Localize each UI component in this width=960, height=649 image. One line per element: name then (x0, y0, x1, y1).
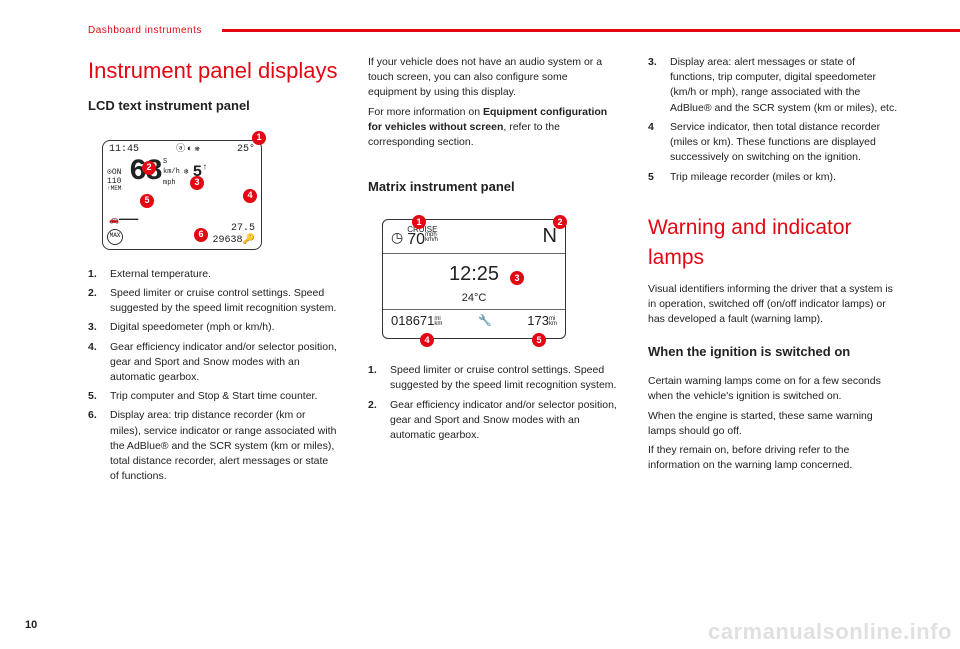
section-label: Dashboard instruments (88, 25, 202, 36)
ignition-para-2: When the engine is started, these same w… (648, 409, 898, 439)
list-item: 2.Speed limiter or cruise control settin… (88, 286, 338, 316)
callout-1: 1 (252, 131, 266, 145)
list-item: 3.Digital speedometer (mph or km/h). (88, 320, 338, 335)
snow-icon: ❄ (184, 167, 189, 179)
column-2: If your vehicle does not have an audio s… (368, 55, 618, 489)
lcd-temp: 25° (237, 143, 255, 158)
content-columns: Instrument panel displays LCD text instr… (88, 55, 898, 489)
max-badge: MAX (107, 229, 123, 245)
mx-time: 12:25 (383, 260, 565, 289)
header: Dashboard instruments (88, 25, 960, 36)
mx-cruise-unit: mphkm/h (425, 233, 438, 244)
wiper-icon: ◐ (187, 143, 192, 156)
list-item: 5Trip mileage recorder (miles or km). (648, 170, 898, 185)
mx-cruise-val: 70 (407, 231, 425, 248)
spanner-icon: 🔧 (478, 314, 492, 330)
list-item: 1.Speed limiter or cruise control settin… (368, 363, 618, 393)
warning-intro: Visual identifiers informing the driver … (648, 282, 898, 328)
matrix-screen: ◷ CRUISE 70mphkm/h N 12:25 24°C (382, 219, 566, 339)
matrix-figure: ◷ CRUISE 70mphkm/h N 12:25 24°C (368, 209, 578, 349)
callout-5: 5 (140, 194, 154, 208)
callout-5: 5 (532, 333, 546, 347)
list-item: 2.Gear efficiency indicator and/or selec… (368, 398, 618, 444)
lcd-on: ON (112, 168, 122, 177)
list-item: 5.Trip computer and Stop & Start time co… (88, 389, 338, 404)
callout-3: 3 (190, 176, 204, 190)
auto-icon: ⓐ (176, 143, 185, 156)
mx-trip-unit: mikm (549, 317, 557, 328)
mx-temp: 24°C (383, 291, 565, 307)
header-rule (222, 29, 960, 32)
car-icon: 🚗━━━━ (109, 215, 138, 227)
lcd-unit-mph: mph (163, 178, 180, 188)
lcd-mem: MEM (111, 185, 122, 192)
ignition-subtitle: When the ignition is switched on (648, 343, 898, 362)
lcd-subtitle: LCD text instrument panel (88, 97, 338, 116)
list-item: 1.External temperature. (88, 267, 338, 282)
lcd-trip: 27.5 (213, 223, 255, 235)
warning-title: Warning and indicator lamps (648, 213, 898, 274)
lcd-icons: ⓐ ◐ ❋ (176, 143, 200, 156)
list-item: 4Service indicator, then total distance … (648, 120, 898, 166)
gauge-icon: ◷ (391, 227, 403, 247)
column-3: 3.Display area: alert messages or state … (648, 55, 898, 489)
matrix-legend-list: 1.Speed limiter or cruise control settin… (368, 363, 618, 443)
ignition-para-3: If they remain on, before driving refer … (648, 443, 898, 473)
callout-4: 4 (420, 333, 434, 347)
mx-trip: 173 (527, 313, 549, 328)
mx-odo: 018671 (391, 313, 434, 328)
page-title: Instrument panel displays (88, 55, 338, 87)
list-item: 3.Display area: alert messages or state … (648, 55, 898, 116)
callout-6: 6 (194, 228, 208, 242)
callout-2: 2 (142, 161, 156, 175)
list-item: 4.Gear efficiency indicator and/or selec… (88, 340, 338, 386)
mx-odo-unit: mikm (434, 317, 442, 328)
list-item: 6.Display area: trip distance recorder (… (88, 408, 338, 484)
lcd-smode: S (163, 157, 180, 167)
fan-icon: ❋ (195, 143, 200, 156)
intro-para-2: For more information on Equipment config… (368, 105, 618, 151)
watermark: carmanualsonline.info (708, 619, 952, 645)
page-number: 10 (25, 619, 37, 631)
column-1: Instrument panel displays LCD text instr… (88, 55, 338, 489)
lcd-legend-list: 1.External temperature. 2.Speed limiter … (88, 267, 338, 485)
callout-4: 4 (243, 189, 257, 203)
matrix-legend-list-cont: 3.Display area: alert messages or state … (648, 55, 898, 185)
lcd-odo: 29638 (213, 235, 243, 246)
matrix-subtitle: Matrix instrument panel (368, 178, 618, 197)
lcd-screen: 11:45 ⓐ ◐ ❋ 25° ⊙ON 110 ↑MEM 68 S (102, 140, 262, 250)
lcd-figure: 11:45 ⓐ ◐ ❋ 25° ⊙ON 110 ↑MEM 68 S (88, 128, 278, 253)
lcd-unit-kmh: km/h (163, 167, 180, 177)
ignition-para-1: Certain warning lamps come on for a few … (648, 374, 898, 404)
key-icon: 🔑 (243, 235, 255, 246)
intro-para-1: If your vehicle does not have an audio s… (368, 55, 618, 101)
